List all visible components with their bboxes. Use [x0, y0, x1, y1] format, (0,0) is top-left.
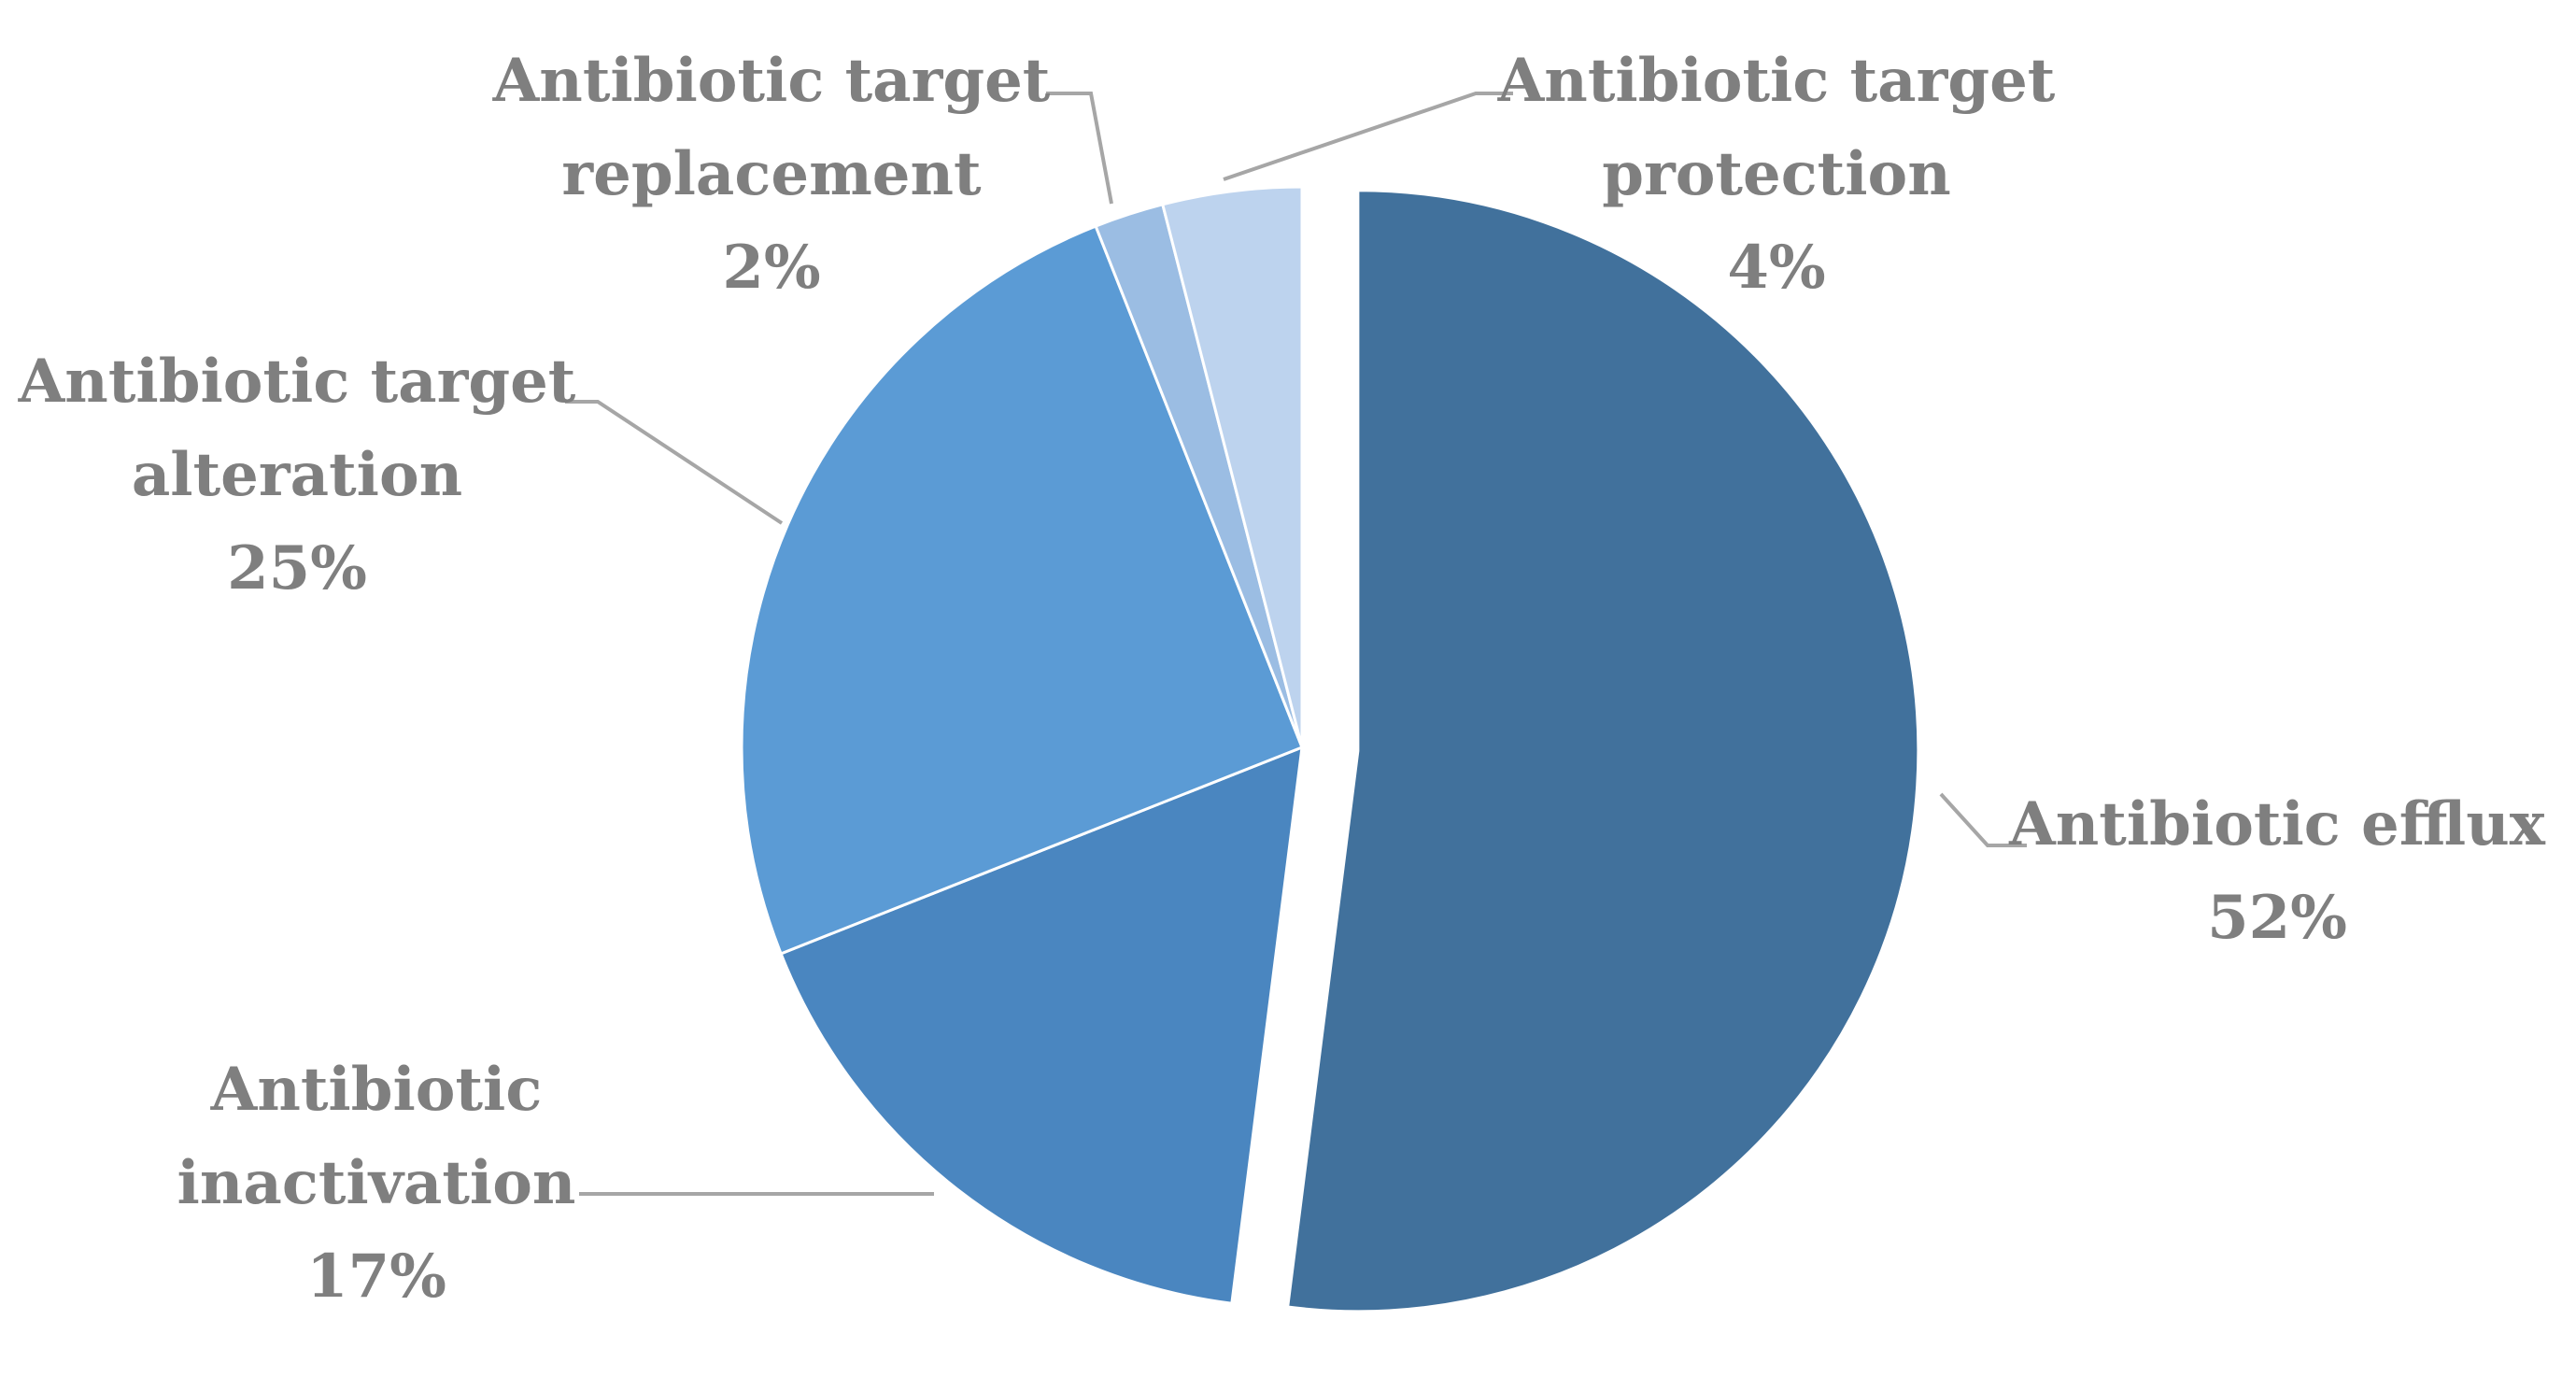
slice-category-label: alteration	[132, 440, 462, 510]
slice-category-label: Antibiotic target	[1497, 46, 2056, 116]
pie-slice-antibiotic-target-protection	[1160, 185, 1304, 748]
slice-category-label: Antibiotic target	[18, 347, 576, 417]
data-label-antibiotic-target-protection: Antibiotic target protection 4%	[1497, 46, 2056, 303]
pie-slice-antibiotic-target-alteration	[740, 224, 1304, 956]
slice-value-label: 17%	[306, 1242, 446, 1312]
leader-line-antibiotic-target-replacement	[1046, 92, 1113, 205]
slice-value-label: 52%	[2207, 883, 2347, 953]
pie-slice-antibiotic-inactivation	[779, 745, 1304, 1305]
data-label-antibiotic-target-alteration: Antibiotic target alteration 25%	[18, 347, 576, 603]
slice-value-label: 25%	[227, 533, 367, 603]
slice-category-label: Antibiotic target	[492, 46, 1051, 116]
data-label-antibiotic-efflux: Antibiotic efflux 52%	[2008, 789, 2546, 953]
leader-line-antibiotic-target-protection	[1223, 92, 1513, 181]
slice-category-label: protection	[1602, 139, 1951, 209]
slice-category-label: inactivation	[177, 1148, 576, 1218]
leader-line-antibiotic-efflux	[1939, 792, 2027, 847]
data-label-antibiotic-inactivation: Antibiotic inactivation 17%	[177, 1055, 576, 1312]
slice-category-label: Antibiotic efflux	[2008, 789, 2546, 859]
data-labels: Antibiotic efflux 52% Antibiotic inactivati…	[18, 46, 2546, 1312]
slice-category-label: replacement	[561, 139, 982, 209]
pie-slices	[740, 185, 1920, 1313]
slice-value-label: 2%	[722, 233, 820, 303]
leader-lines	[565, 92, 2027, 1196]
slice-value-label: 4%	[1727, 233, 1825, 303]
pie-slice-antibiotic-efflux	[1286, 189, 1920, 1313]
leader-line-antibiotic-target-alteration	[565, 400, 784, 525]
data-label-antibiotic-target-replacement: Antibiotic target replacement 2%	[492, 46, 1051, 303]
slice-category-label: Antibiotic	[210, 1055, 543, 1125]
